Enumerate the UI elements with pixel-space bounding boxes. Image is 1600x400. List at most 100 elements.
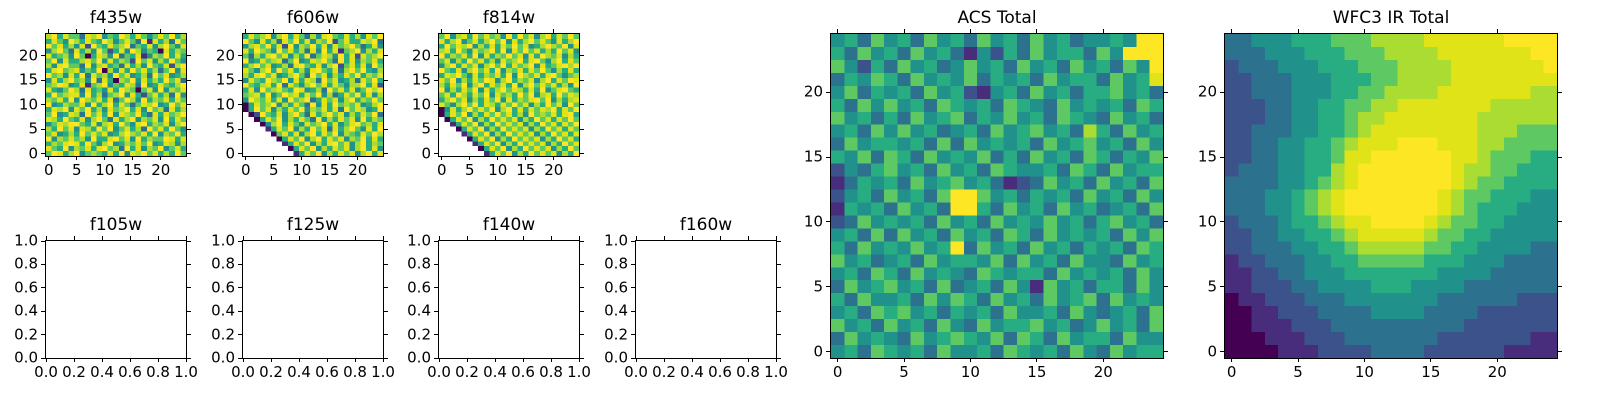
y-tick-label: 10 [411, 95, 431, 114]
x-tick-mark [441, 29, 443, 33]
x-tick-mark [160, 156, 162, 160]
y-tick-mark [41, 334, 45, 336]
panel-title-wfc3-ir-total: WFC3 IR Total [1332, 8, 1450, 28]
y-tick-label: 1.0 [14, 231, 38, 250]
x-tick-label: 0.0 [624, 363, 648, 381]
y-tick-mark [1220, 156, 1224, 158]
x-tick-mark [245, 29, 247, 33]
y-tick-mark [434, 79, 438, 81]
heatmap-acs-total [831, 34, 1163, 358]
x-tick-label: 15 [516, 161, 536, 179]
y-tick-mark [187, 287, 191, 289]
y-tick-mark [777, 263, 781, 265]
x-tick-mark [1496, 29, 1498, 33]
x-tick-mark [1102, 358, 1104, 362]
y-tick-mark [41, 240, 45, 242]
panel-title-f160w: f160w [679, 215, 733, 235]
y-tick-mark [434, 104, 438, 106]
y-tick-label: 10 [803, 212, 823, 231]
panel-title-f125w: f125w [286, 215, 340, 235]
x-tick-label: 0.4 [483, 363, 507, 381]
y-tick-mark [384, 128, 388, 130]
y-tick-mark [434, 153, 438, 155]
y-tick-label: 0.6 [407, 278, 431, 297]
y-tick-mark [187, 263, 191, 265]
x-tick-mark [719, 358, 721, 362]
y-tick-label: 0.4 [407, 301, 431, 320]
x-tick-mark [132, 29, 134, 33]
x-tick-mark [354, 358, 356, 362]
x-tick-mark [837, 29, 839, 33]
x-tick-label: 20 [1093, 363, 1113, 381]
x-tick-mark [747, 236, 749, 240]
y-tick-label: 15 [215, 70, 235, 89]
heatmap-f435w [46, 34, 186, 156]
y-tick-label: 0.6 [14, 278, 38, 297]
y-tick-mark [384, 310, 388, 312]
y-tick-mark [826, 91, 830, 93]
y-tick-label: 5 [225, 119, 235, 138]
x-tick-mark [578, 236, 580, 240]
x-tick-label: 0.0 [427, 363, 451, 381]
x-tick-label: 20 [544, 161, 564, 179]
y-tick-mark [384, 55, 388, 57]
y-tick-mark [238, 153, 242, 155]
x-tick-label: 1.0 [764, 363, 788, 381]
heatmap-f606w [243, 34, 383, 156]
x-tick-label: 15 [1421, 363, 1441, 381]
x-tick-label: 5 [899, 363, 909, 381]
x-tick-label: 10 [1354, 363, 1374, 381]
y-tick-mark [434, 357, 438, 359]
x-tick-mark [160, 29, 162, 33]
x-tick-mark [48, 156, 50, 160]
panel-f160w: f160w 0.0 0.2 0.4 0.6 0.8 1.0 0.0 0.2 0.4 0.6 0.8 1… [604, 215, 788, 381]
y-tick-label: 0.0 [211, 348, 235, 367]
y-tick-mark [434, 310, 438, 312]
x-tick-label: 0.2 [652, 363, 676, 381]
x-tick-mark [104, 156, 106, 160]
y-tick-mark [384, 153, 388, 155]
x-tick-label: 5 [72, 161, 82, 179]
y-tick-mark [1164, 156, 1168, 158]
y-tick-label: 0.4 [14, 301, 38, 320]
x-tick-mark [438, 236, 440, 240]
panel-title-f105w: f105w [89, 215, 143, 235]
x-tick-label: 1.0 [371, 363, 395, 381]
x-tick-mark [497, 29, 499, 33]
y-tick-mark [1164, 286, 1168, 288]
x-tick-mark [326, 236, 328, 240]
panel-f125w: f125w 0.0 0.2 0.4 0.6 0.8 1.0 0.0 0.2 0.4 0.6 0.8 1… [211, 215, 395, 381]
x-tick-mark [550, 358, 552, 362]
y-tick-mark [187, 153, 191, 155]
x-tick-label: 10 [488, 161, 508, 179]
y-tick-mark [41, 153, 45, 155]
x-tick-mark [1036, 29, 1038, 33]
x-tick-label: 5 [1293, 363, 1303, 381]
y-tick-mark [826, 156, 830, 158]
x-tick-label: 0.8 [539, 363, 563, 381]
x-tick-mark [354, 236, 356, 240]
panel-title-f606w: f606w [286, 8, 340, 28]
y-tick-mark [187, 79, 191, 81]
x-tick-mark [157, 236, 159, 240]
x-tick-mark [1363, 358, 1365, 362]
y-tick-mark [384, 240, 388, 242]
x-tick-mark [1231, 29, 1233, 33]
x-tick-label: 0.4 [287, 363, 311, 381]
x-tick-mark [522, 358, 524, 362]
y-tick-label: 15 [18, 70, 38, 89]
y-tick-label: 0.0 [604, 348, 628, 367]
x-tick-mark [329, 29, 331, 33]
y-tick-mark [580, 55, 584, 57]
x-tick-mark [101, 358, 103, 362]
panel-title-f435w: f435w [89, 8, 143, 28]
x-tick-label: 20 [151, 161, 171, 179]
x-tick-label: 0 [832, 363, 843, 381]
y-tick-mark [187, 240, 191, 242]
y-tick-label: 20 [411, 46, 431, 65]
y-tick-mark [1558, 91, 1562, 93]
x-tick-label: 15 [123, 161, 143, 179]
y-tick-mark [580, 334, 584, 336]
y-tick-label: 10 [215, 95, 235, 114]
panel-f435w: f435w 0 5 10 15 20 0 5 10 15 20 [19, 8, 191, 179]
